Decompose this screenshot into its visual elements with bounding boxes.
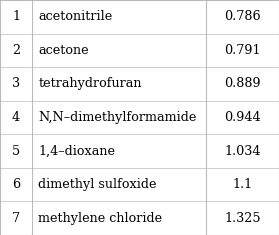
Text: dimethyl sulfoxide: dimethyl sulfoxide [38,178,157,191]
Text: 1.325: 1.325 [224,212,261,225]
Text: 7: 7 [12,212,20,225]
Text: 0.944: 0.944 [224,111,261,124]
Text: 0.786: 0.786 [224,10,261,23]
Text: acetone: acetone [38,44,89,57]
Text: 1.1: 1.1 [233,178,253,191]
Text: 2: 2 [12,44,20,57]
Text: N,N–dimethylformamide: N,N–dimethylformamide [38,111,197,124]
Text: tetrahydrofuran: tetrahydrofuran [38,77,142,90]
Text: 1,4–dioxane: 1,4–dioxane [38,145,115,158]
Text: 0.791: 0.791 [225,44,261,57]
Text: 3: 3 [12,77,20,90]
Text: 6: 6 [12,178,20,191]
Text: methylene chloride: methylene chloride [38,212,162,225]
Text: 4: 4 [12,111,20,124]
Text: 0.889: 0.889 [224,77,261,90]
Text: acetonitrile: acetonitrile [38,10,112,23]
Text: 1: 1 [12,10,20,23]
Text: 5: 5 [12,145,20,158]
Text: 1.034: 1.034 [225,145,261,158]
